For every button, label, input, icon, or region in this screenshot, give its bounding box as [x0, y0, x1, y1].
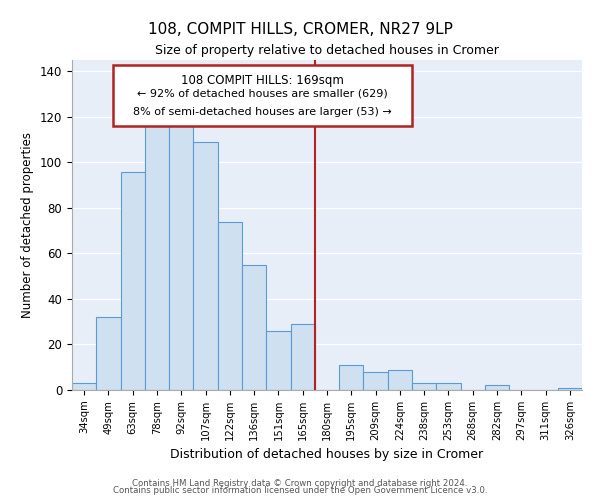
Bar — [193, 142, 218, 390]
Bar — [388, 370, 412, 390]
Bar — [121, 172, 145, 390]
Bar — [485, 386, 509, 390]
Text: 108, COMPIT HILLS, CROMER, NR27 9LP: 108, COMPIT HILLS, CROMER, NR27 9LP — [148, 22, 452, 38]
Bar — [339, 365, 364, 390]
Bar — [266, 331, 290, 390]
Bar — [364, 372, 388, 390]
Bar — [218, 222, 242, 390]
Bar — [242, 265, 266, 390]
Text: 108 COMPIT HILLS: 169sqm: 108 COMPIT HILLS: 169sqm — [181, 74, 344, 86]
X-axis label: Distribution of detached houses by size in Cromer: Distribution of detached houses by size … — [170, 448, 484, 462]
Bar — [412, 383, 436, 390]
Bar — [290, 324, 315, 390]
FancyBboxPatch shape — [113, 64, 412, 126]
Text: ← 92% of detached houses are smaller (629): ← 92% of detached houses are smaller (62… — [137, 88, 388, 98]
Bar — [72, 383, 96, 390]
Title: Size of property relative to detached houses in Cromer: Size of property relative to detached ho… — [155, 44, 499, 58]
Text: Contains public sector information licensed under the Open Government Licence v3: Contains public sector information licen… — [113, 486, 487, 495]
Bar — [96, 317, 121, 390]
Text: 8% of semi-detached houses are larger (53) →: 8% of semi-detached houses are larger (5… — [133, 107, 392, 117]
Y-axis label: Number of detached properties: Number of detached properties — [22, 132, 34, 318]
Bar — [169, 88, 193, 390]
Text: Contains HM Land Registry data © Crown copyright and database right 2024.: Contains HM Land Registry data © Crown c… — [132, 478, 468, 488]
Bar — [436, 383, 461, 390]
Bar — [145, 88, 169, 390]
Bar — [558, 388, 582, 390]
